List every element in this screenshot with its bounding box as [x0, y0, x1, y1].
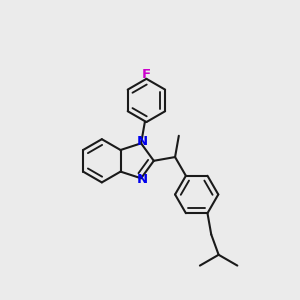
Text: F: F [142, 68, 151, 81]
Text: N: N [137, 135, 148, 148]
Text: N: N [137, 173, 148, 186]
